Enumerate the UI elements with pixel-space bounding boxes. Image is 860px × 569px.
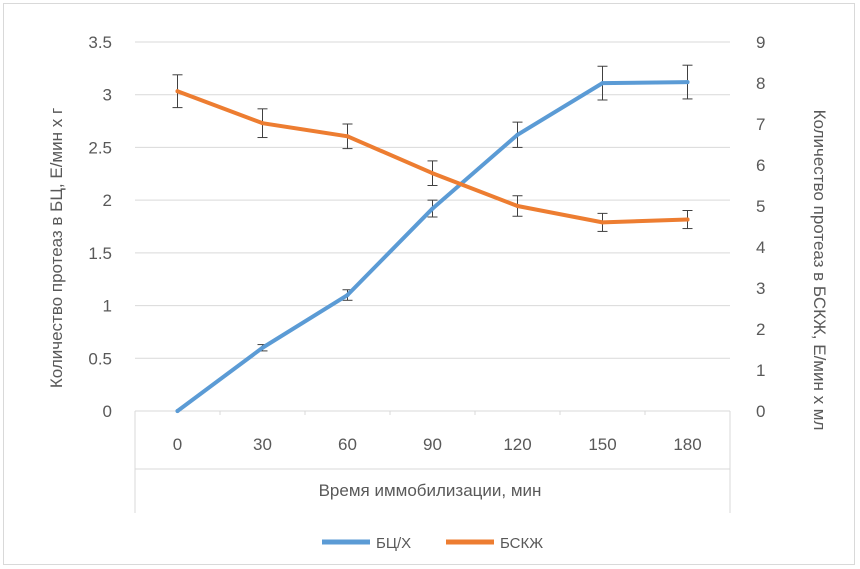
- y2-axis-title: Количество протеаз в БСКЖ, Е/мин х мл: [810, 110, 829, 431]
- y-tick-label: 1.5: [88, 244, 112, 263]
- y2-tick-label: 0: [756, 402, 765, 421]
- y2-tick-label: 9: [756, 33, 765, 52]
- y2-tick-label: 6: [756, 156, 765, 175]
- data-point: [345, 134, 350, 139]
- x-axis-title: Время иммобилизации, мин: [319, 481, 542, 500]
- data-point: [600, 81, 605, 86]
- data-point: [515, 204, 520, 208]
- x-tick-label: 0: [173, 435, 182, 454]
- y-tick-label: 3: [103, 86, 112, 105]
- y2-tick-label: 7: [756, 115, 765, 134]
- data-point: [430, 171, 435, 176]
- x-tick-label: 150: [588, 435, 616, 454]
- y-axis-title: Количество протеаз в БЦ, Е/мин х г: [47, 108, 66, 388]
- y2-tick-label: 8: [756, 74, 765, 93]
- y2-tick-label: 3: [756, 279, 765, 298]
- x-tick-label: 60: [338, 435, 357, 454]
- data-point: [430, 206, 435, 211]
- chart-frame: [3, 3, 855, 565]
- gridlines: [135, 41, 730, 359]
- y2-tick-label: 2: [756, 320, 765, 339]
- x-tick-label: 120: [503, 435, 531, 454]
- y-tick-label: 1: [103, 297, 112, 316]
- y-tick-label: 2: [103, 191, 112, 210]
- y-tick-label: 3.5: [88, 33, 112, 52]
- data-point: [260, 121, 265, 126]
- y2-tick-label: 4: [756, 238, 765, 257]
- error-bars: [172, 64, 693, 352]
- y2-tick-label: 1: [756, 361, 765, 380]
- axes: [134, 410, 731, 513]
- data-point: [600, 220, 605, 225]
- y2-tick-label: 5: [756, 197, 765, 216]
- data-point: [175, 89, 180, 94]
- x-tick-label: 180: [673, 435, 701, 454]
- y-tick-label: 2.5: [88, 138, 112, 157]
- series-lines: [175, 80, 690, 413]
- legend: БЦ/Х БСКЖ: [322, 535, 543, 552]
- y-tick-label: 0: [103, 402, 112, 421]
- data-point: [345, 293, 350, 298]
- legend-label-bc: БЦ/Х: [376, 535, 411, 552]
- x-tick-label: 90: [423, 435, 442, 454]
- data-point: [260, 345, 265, 350]
- data-point: [685, 80, 690, 85]
- series-line: [175, 80, 690, 413]
- legend-label-bsczh: БСКЖ: [500, 535, 543, 552]
- data-point: [685, 217, 690, 222]
- y-tick-label: 0.5: [88, 349, 112, 368]
- data-point: [515, 132, 520, 137]
- x-tick-label: 30: [253, 435, 272, 454]
- data-point: [175, 409, 180, 413]
